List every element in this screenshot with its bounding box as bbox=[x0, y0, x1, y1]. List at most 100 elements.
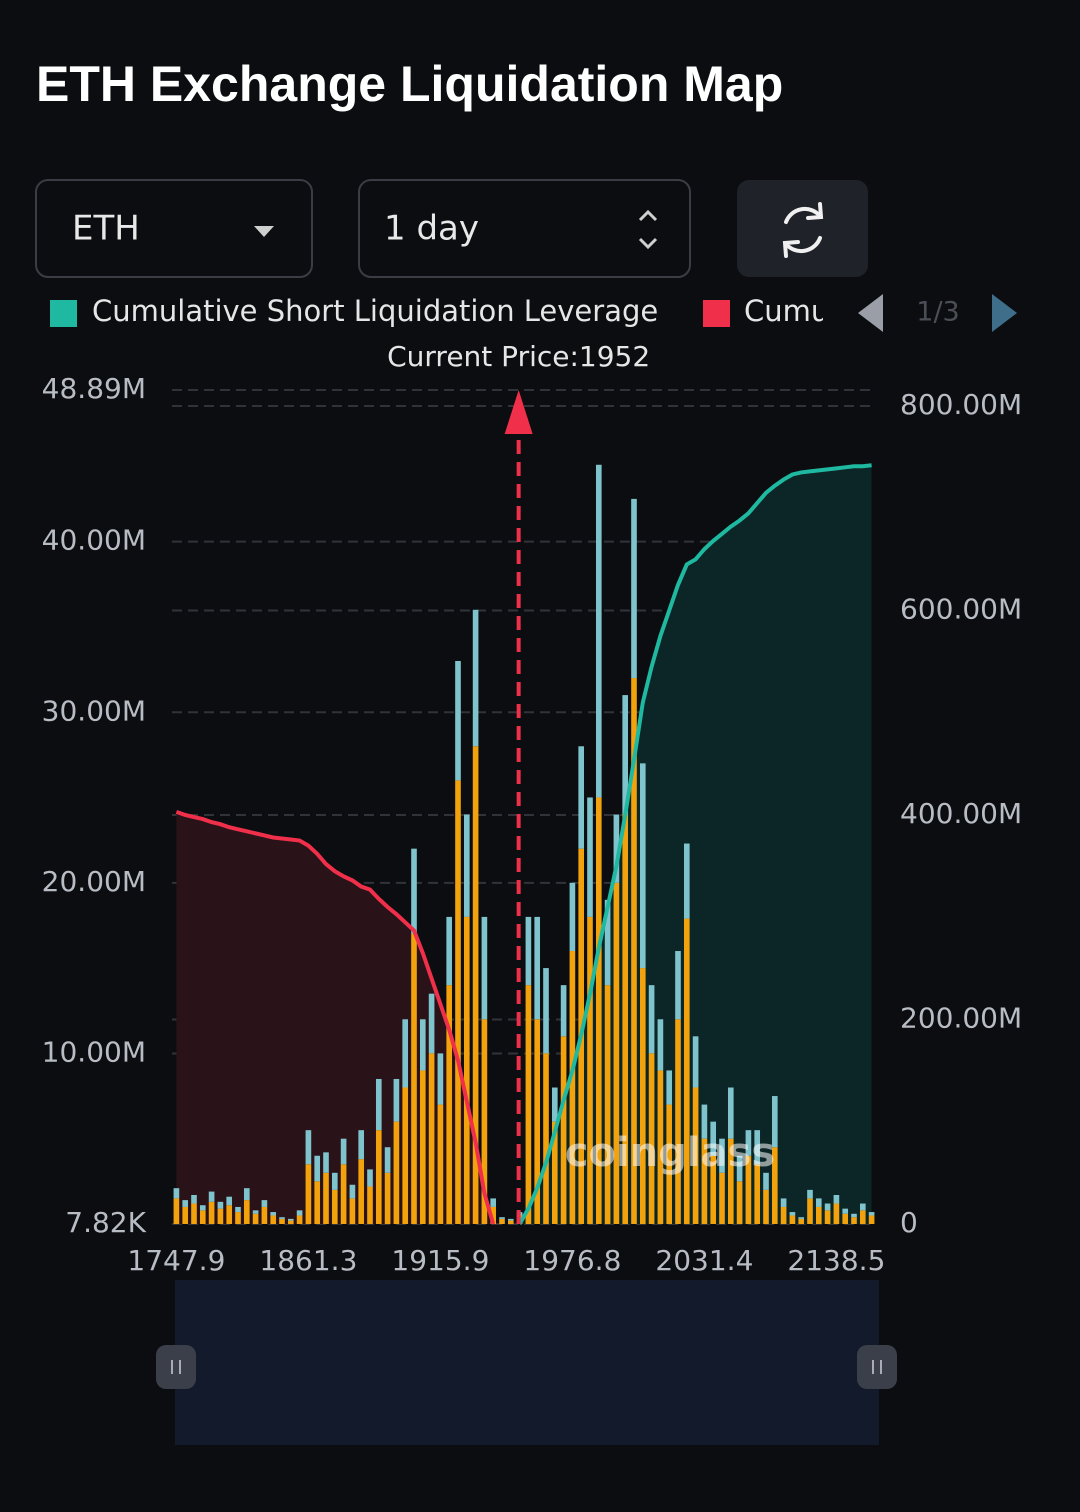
bar bbox=[657, 1070, 664, 1224]
bar bbox=[798, 1217, 805, 1219]
bar bbox=[463, 916, 470, 1224]
bar bbox=[314, 1155, 321, 1182]
bar bbox=[270, 1215, 277, 1224]
zoom-handle[interactable] bbox=[156, 1345, 196, 1389]
bar bbox=[789, 1212, 796, 1216]
bar bbox=[727, 1138, 734, 1224]
bar bbox=[287, 1218, 294, 1221]
bar bbox=[824, 1203, 831, 1211]
bar bbox=[199, 1205, 206, 1211]
y2-tick-label: 0 bbox=[900, 1206, 918, 1239]
bar bbox=[859, 1210, 866, 1224]
y2-tick-label: 400.00M bbox=[900, 797, 1022, 830]
legend-prev[interactable] bbox=[858, 294, 883, 332]
bar bbox=[375, 1130, 382, 1224]
bar bbox=[666, 1104, 673, 1224]
cumulative-line bbox=[517, 463, 872, 1225]
bar bbox=[683, 918, 690, 1224]
bar bbox=[824, 1210, 831, 1224]
bar bbox=[384, 1172, 391, 1224]
legend-swatch bbox=[50, 300, 77, 327]
bar bbox=[551, 1087, 558, 1122]
x-tick-label: 1915.9 bbox=[391, 1244, 489, 1277]
bar bbox=[851, 1217, 857, 1224]
bar bbox=[279, 1218, 285, 1224]
bar bbox=[833, 1194, 840, 1204]
bar bbox=[604, 899, 611, 986]
bar bbox=[622, 695, 629, 815]
bar bbox=[384, 1147, 391, 1173]
bar bbox=[771, 1096, 778, 1148]
bar bbox=[789, 1215, 796, 1224]
bar bbox=[551, 1121, 558, 1224]
refresh-icon bbox=[782, 202, 824, 258]
bar bbox=[683, 843, 690, 919]
bar bbox=[393, 1078, 400, 1122]
bar bbox=[252, 1210, 259, 1214]
x-tick-label: 2138.5 bbox=[787, 1244, 885, 1277]
bar bbox=[675, 951, 681, 1020]
y-tick-label: 20.00M bbox=[42, 865, 146, 898]
bar bbox=[525, 985, 532, 1224]
bar bbox=[331, 1189, 338, 1224]
bar bbox=[507, 1220, 514, 1224]
bar bbox=[507, 1218, 514, 1221]
zoom-handle[interactable] bbox=[857, 1345, 897, 1389]
bar bbox=[657, 1019, 664, 1071]
bar bbox=[666, 1070, 673, 1105]
bar bbox=[323, 1172, 329, 1224]
bar bbox=[639, 763, 646, 969]
bar bbox=[727, 1087, 734, 1139]
bar bbox=[701, 1138, 708, 1224]
bar bbox=[745, 1130, 752, 1156]
bar bbox=[261, 1200, 268, 1207]
bar bbox=[305, 1130, 312, 1165]
bar bbox=[587, 916, 593, 1224]
dropdown-caret bbox=[254, 226, 274, 237]
x-tick-label: 1861.3 bbox=[259, 1244, 357, 1277]
bar bbox=[719, 1172, 725, 1224]
bar bbox=[525, 916, 532, 986]
plot: 7.82K 10.00M 20.00M 30.00M 40.00M 48.89M 0 200.… bbox=[42, 340, 1022, 1277]
bar bbox=[463, 814, 470, 917]
y-tick-label: 10.00M bbox=[42, 1036, 146, 1069]
legend-page: 1/3 bbox=[916, 297, 959, 328]
bar bbox=[375, 1078, 382, 1131]
bar bbox=[710, 1121, 717, 1156]
bar bbox=[622, 814, 629, 1224]
bar bbox=[270, 1212, 277, 1216]
x-tick-label: 1747.9 bbox=[127, 1244, 225, 1277]
refresh-button[interactable] bbox=[737, 180, 868, 277]
bar bbox=[182, 1200, 189, 1207]
bar bbox=[393, 1121, 400, 1224]
bar bbox=[279, 1217, 285, 1219]
y-tick-label: 30.00M bbox=[42, 694, 146, 727]
bar bbox=[411, 933, 417, 1224]
period-select[interactable] bbox=[358, 179, 691, 278]
bar bbox=[745, 1155, 752, 1224]
bar bbox=[358, 1130, 365, 1160]
bar bbox=[217, 1201, 224, 1209]
bar bbox=[235, 1212, 241, 1224]
legend-next[interactable] bbox=[992, 294, 1017, 332]
spinner-icon bbox=[638, 209, 658, 250]
period-select-value: 1 day bbox=[384, 209, 479, 249]
legend-label[interactable]: Cumulative Short Liquidation Leverage bbox=[92, 294, 658, 328]
bar bbox=[569, 882, 576, 952]
bar bbox=[402, 1019, 409, 1088]
bar bbox=[578, 746, 585, 849]
bar bbox=[472, 746, 479, 1224]
handle-grip bbox=[171, 1360, 882, 1374]
bar bbox=[595, 464, 602, 798]
bar bbox=[191, 1203, 197, 1224]
bar bbox=[446, 916, 453, 986]
bar bbox=[719, 1138, 725, 1173]
zoom-slider[interactable] bbox=[175, 1280, 879, 1445]
bar bbox=[807, 1189, 813, 1199]
bar bbox=[534, 916, 541, 1020]
bar bbox=[763, 1189, 769, 1224]
bar bbox=[490, 1206, 497, 1224]
legend-label[interactable]: Cumu bbox=[744, 294, 829, 328]
coin-select[interactable] bbox=[35, 179, 313, 278]
